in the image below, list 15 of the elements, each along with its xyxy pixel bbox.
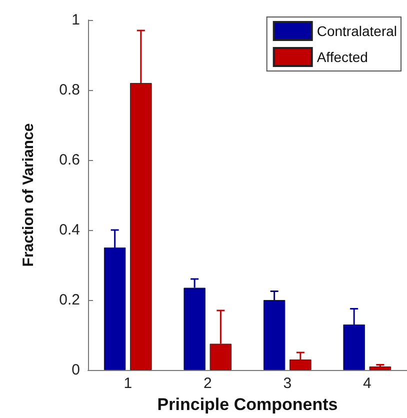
legend-label: Contralateral	[316, 23, 398, 39]
y-tick-label: 0.8	[59, 82, 80, 98]
y-tick-label: 0.6	[59, 152, 80, 168]
x-tick-label: 3	[283, 375, 292, 392]
y-tick-label: 0.4	[59, 222, 80, 238]
y-axis-title: Fraction of Variance	[20, 123, 37, 267]
y-tick-label: 0	[72, 362, 80, 378]
y-tick-label: 1	[72, 12, 80, 28]
x-tick-label: 2	[203, 375, 212, 392]
y-tick-label: 0.2	[59, 292, 80, 308]
x-tick-label: 4	[362, 375, 372, 392]
legend-label: Affected	[316, 49, 368, 65]
bar	[369, 366, 392, 370]
x-tick-label: 1	[124, 375, 132, 392]
x-axis-title: Principle Components	[157, 394, 338, 414]
